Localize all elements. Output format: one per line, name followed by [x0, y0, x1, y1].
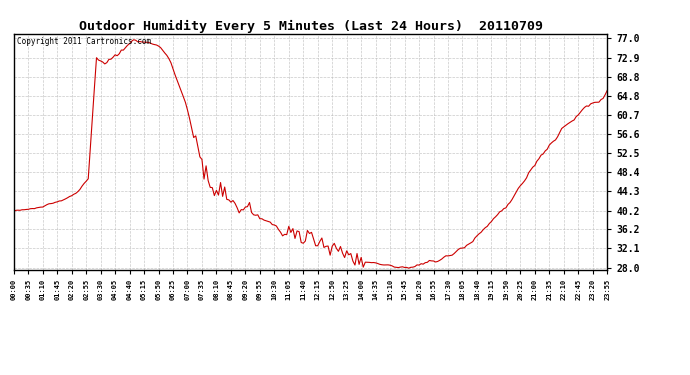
Text: Copyright 2011 Cartronics.com: Copyright 2011 Cartronics.com	[17, 37, 151, 46]
Title: Outdoor Humidity Every 5 Minutes (Last 24 Hours)  20110709: Outdoor Humidity Every 5 Minutes (Last 2…	[79, 20, 542, 33]
